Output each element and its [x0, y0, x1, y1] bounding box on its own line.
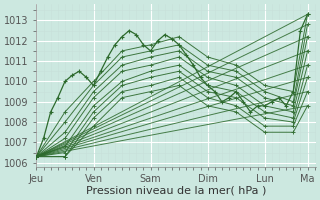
X-axis label: Pression niveau de la mer( hPa ): Pression niveau de la mer( hPa )	[86, 186, 266, 196]
